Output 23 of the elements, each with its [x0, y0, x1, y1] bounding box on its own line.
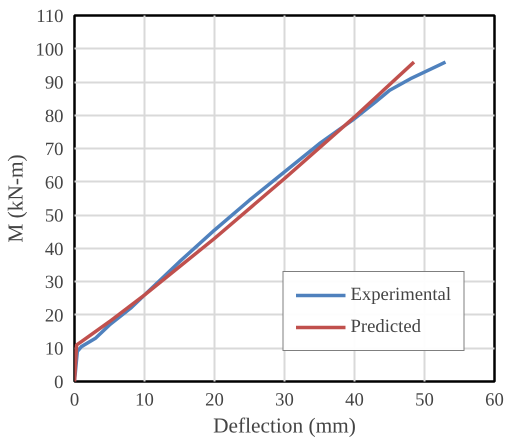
legend-label: Experimental: [350, 284, 451, 306]
y-tick-label: 50: [44, 206, 64, 227]
y-tick-label: 110: [36, 6, 64, 27]
y-tick-label: 80: [44, 106, 64, 127]
y-tick-label: 60: [44, 172, 64, 194]
x-tick-label: 20: [205, 390, 224, 410]
y-tick-label: 20: [44, 305, 64, 326]
x-tick-label: 30: [275, 390, 294, 410]
y-tick-label: 30: [44, 272, 64, 294]
y-tick-label: 90: [44, 72, 64, 94]
x-tick-label: 0: [70, 390, 80, 410]
y-tick-label: 0: [54, 372, 64, 393]
y-tick-label: 100: [36, 39, 64, 60]
y-tick-label: 70: [44, 139, 64, 160]
x-axis-title: Deflection (mm): [213, 414, 356, 438]
x-tick-label: 50: [415, 390, 434, 410]
y-tick-label: 40: [44, 238, 64, 260]
x-tick-label: 60: [485, 390, 504, 410]
legend-label: Predicted: [350, 316, 421, 338]
x-tick-label: 10: [135, 390, 154, 410]
x-tick-label: 40: [345, 390, 364, 410]
y-axis-title: M (kN-m): [4, 154, 28, 243]
y-tick-label: 10: [44, 338, 64, 360]
